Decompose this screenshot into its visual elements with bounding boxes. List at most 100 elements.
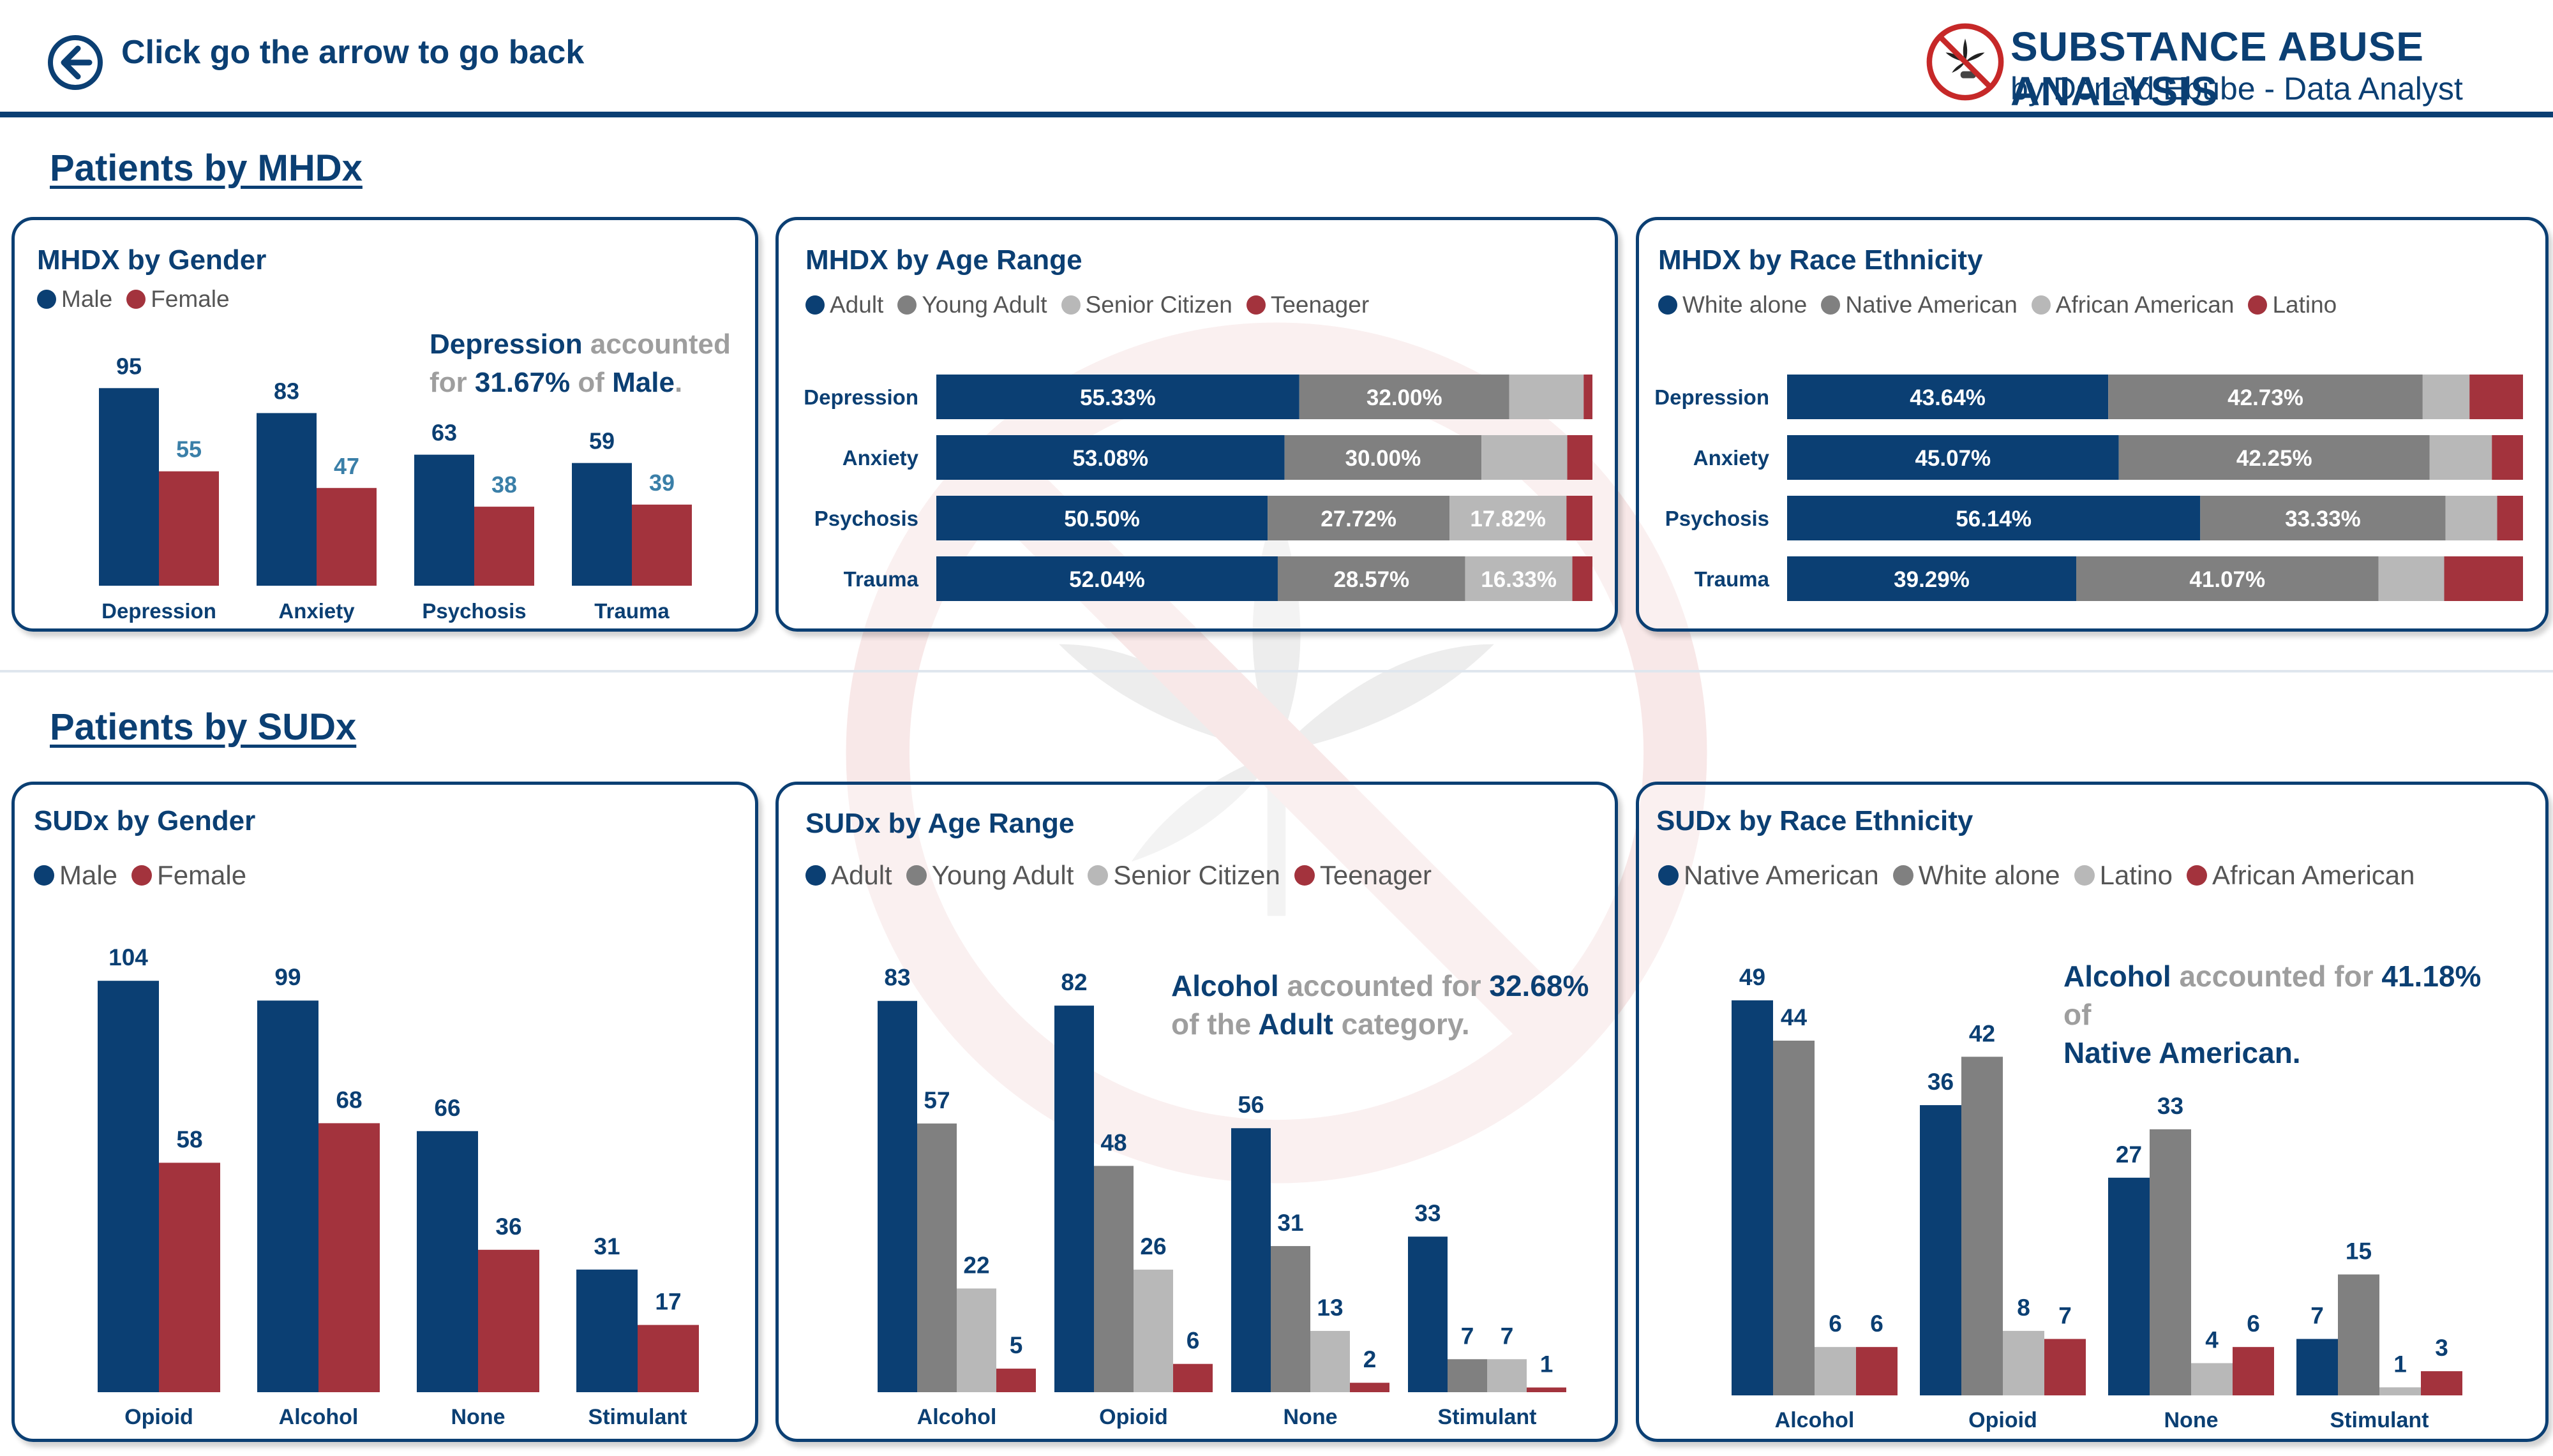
legend-label: Senior Citizen (1085, 292, 1232, 318)
data-label: 31 (1277, 1210, 1303, 1236)
chart-mhdx-by-age-range: Depression 55.33% 32.00% Anxiety 53.08% 30.00… (804, 375, 1592, 601)
bar-female-psychosis (474, 507, 534, 586)
bar-white-alone-alcohol (1773, 1041, 1815, 1395)
legend-dot (2074, 865, 2095, 886)
data-label: 7 (1461, 1323, 1474, 1349)
legend-label: Female (151, 286, 230, 312)
legend-dot (1892, 865, 1913, 886)
data-label: 55 (176, 436, 202, 463)
legend-item-male[interactable]: Male (37, 286, 112, 313)
data-label: 6 (2247, 1311, 2260, 1337)
data-label: 63 (431, 420, 457, 446)
segment-senior-citizen-anxiety (1481, 435, 1568, 480)
data-label: 83 (274, 378, 299, 404)
legend-item-senior-citizen[interactable]: Senior Citizen (1061, 292, 1232, 318)
segment-young-adult-anxiety (1284, 435, 1482, 480)
legend-item-senior-citizen[interactable]: Senior Citizen (1088, 860, 1280, 891)
legend-label: Teenager (1319, 860, 1432, 890)
insight-part: Native American. (2063, 1036, 2301, 1069)
bar-white-alone-stimulant (2338, 1274, 2379, 1395)
bar-teenager-none (1350, 1383, 1389, 1392)
segment-adult-psychosis (936, 496, 1268, 540)
segment-teenager-anxiety (1567, 435, 1592, 480)
bar-teenager-alcohol (996, 1369, 1036, 1392)
legend-dot (2031, 295, 2051, 315)
bar-female-depression (159, 471, 219, 586)
legend-dot (1658, 295, 1677, 315)
card-title: MHDX by Age Range (805, 244, 1082, 276)
legend-item-african-american[interactable]: African American (2187, 860, 2415, 891)
segment-white-alone-psychosis (1787, 496, 2201, 540)
legend-dot (805, 295, 825, 315)
segment-teenager-trauma (1572, 556, 1592, 601)
legend-dot (34, 865, 54, 886)
data-label: 50.50% (1064, 507, 1140, 531)
card-sudx-by-gender: SUDx by Gender Male Female 104 58 Opioid 99… (11, 782, 758, 1442)
category-label-depression: Depression (804, 385, 918, 409)
category-label-anxiety: Anxiety (1693, 446, 1770, 470)
data-label: 43.64% (1910, 385, 1986, 410)
legend-item-female[interactable]: Female (126, 286, 230, 313)
category-label-anxiety: Anxiety (278, 599, 355, 623)
category-label-trauma: Trauma (594, 599, 670, 623)
legend-dot (1246, 295, 1266, 315)
legend-dot (126, 290, 146, 309)
legend-item-native-american[interactable]: Native American (1821, 292, 2018, 318)
bar-adult-none (1231, 1128, 1271, 1392)
legend-label: Male (59, 860, 118, 890)
data-label: 16.33% (1481, 567, 1557, 592)
legend-dot (1088, 865, 1109, 886)
legend-label: Native American (1845, 292, 2018, 318)
segment-senior-citizen-psychosis (1449, 496, 1567, 540)
insight-part: accounted (582, 329, 731, 360)
segment-teenager-psychosis (1566, 496, 1592, 540)
legend-item-latino[interactable]: Latino (2248, 292, 2337, 318)
legend-item-teenager[interactable]: Teenager (1246, 292, 1369, 318)
data-label: 42.25% (2236, 446, 2312, 471)
bar-female-alcohol (318, 1123, 380, 1392)
legend-item-male[interactable]: Male (34, 860, 117, 891)
legend-item-latino[interactable]: Latino (2074, 860, 2173, 891)
data-label: 6 (1187, 1328, 1200, 1354)
bar-african-american-stimulant (2421, 1371, 2462, 1395)
bar-male-none (417, 1131, 478, 1392)
legend-item-young-adult[interactable]: Young Adult (897, 292, 1047, 318)
category-label-stimulant: Stimulant (2330, 1408, 2429, 1432)
bar-male-stimulant (576, 1269, 638, 1392)
legend-item-young-adult[interactable]: Young Adult (906, 860, 1074, 891)
legend-dot (2187, 865, 2208, 886)
legend-item-african-american[interactable]: African American (2031, 292, 2234, 318)
chart-sudx-by-race-ethnicity: 49 44 6 6 Alcohol 36 42 8 7 Opioid 27 33 4 6 None 7 15 1 3… (1732, 964, 2462, 1432)
legend-item-native-american[interactable]: Native American (1658, 860, 1879, 891)
data-label: 58 (176, 1126, 202, 1152)
legend-item-female[interactable]: Female (131, 860, 246, 891)
legend-item-teenager[interactable]: Teenager (1294, 860, 1432, 891)
legend-item-white-alone[interactable]: White alone (1892, 860, 2060, 891)
category-label-anxiety: Anxiety (842, 446, 919, 470)
data-label: 27.72% (1321, 507, 1396, 531)
card-mhdx-by-age-range: MHDX by Age Range Adult Young Adult Seni… (775, 217, 1618, 632)
legend: Male Female (34, 860, 246, 891)
data-label: 32.00% (1366, 385, 1442, 410)
legend: Adult Young Adult Senior Citizen Teenage… (805, 860, 1432, 891)
data-label: 45.07% (1915, 446, 1991, 471)
data-label: 52.04% (1069, 567, 1145, 592)
category-label-stimulant: Stimulant (1438, 1405, 1537, 1429)
bar-female-stimulant (638, 1325, 699, 1392)
data-label: 95 (116, 353, 142, 379)
data-label: 83 (884, 965, 910, 991)
legend-item-white-alone[interactable]: White alone (1658, 292, 1807, 318)
data-label: 33 (1414, 1200, 1441, 1226)
no-drugs-logo-icon (1926, 23, 2004, 101)
segment-latino-depression (2469, 375, 2523, 419)
category-label-trauma: Trauma (844, 567, 919, 591)
legend-item-adult[interactable]: Adult (805, 292, 883, 318)
data-label: 7 (2310, 1303, 2324, 1329)
legend-label: Latino (2272, 292, 2337, 318)
card-mhdx-by-race-ethnicity: MHDX by Race Ethnicity White alone Nativ… (1636, 217, 2549, 632)
legend-dot (131, 865, 153, 886)
legend-item-adult[interactable]: Adult (805, 860, 892, 891)
bar-senior-citizen-stimulant (1487, 1359, 1527, 1392)
bar-latino-alcohol (1815, 1347, 1856, 1395)
back-arrow-button[interactable] (46, 33, 105, 92)
